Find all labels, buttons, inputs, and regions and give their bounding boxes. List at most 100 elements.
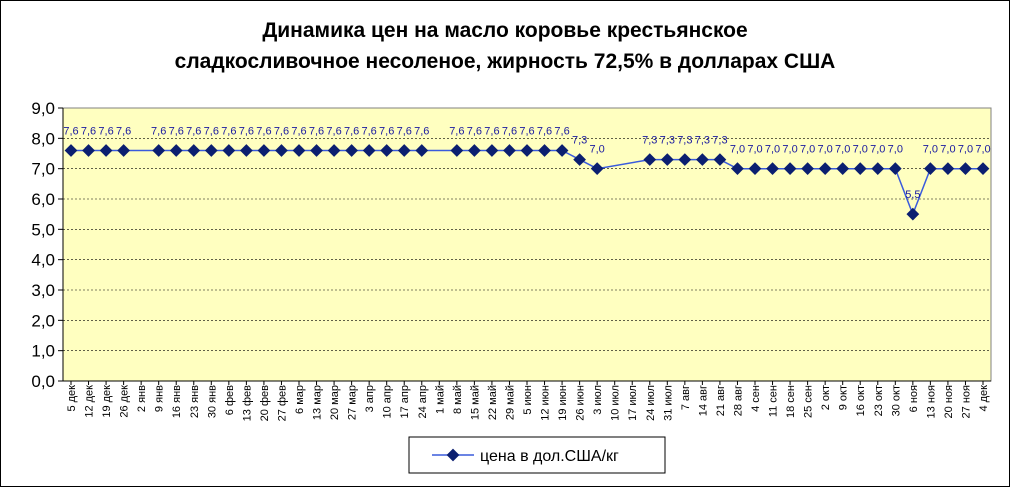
data-label: 7,6: [204, 125, 219, 137]
x-tick-label: 2 янв: [136, 385, 148, 412]
x-tick-label: 5 июн: [522, 385, 534, 415]
data-label: 7,0: [870, 144, 885, 156]
data-point: [240, 144, 253, 157]
data-label: 7,6: [186, 125, 201, 137]
data-label: 7,6: [537, 125, 552, 137]
x-tick-label: 16 окт: [855, 385, 867, 416]
x-tick-label: 20 ноя: [943, 385, 955, 418]
data-label: 7,6: [362, 125, 377, 137]
data-label: 7,0: [782, 144, 797, 156]
data-label: 7,6: [116, 125, 131, 137]
x-tick-label: 6 ноя: [908, 385, 920, 412]
data-point: [327, 144, 341, 157]
data-label: 7,6: [554, 125, 569, 137]
x-tick-label: 10 июл: [610, 385, 622, 421]
data-label: 7,0: [765, 144, 780, 156]
x-tick-label: 17 июл: [627, 385, 639, 421]
y-tick-label: 7,0: [31, 160, 55, 179]
x-tick-label: 3 июл: [592, 385, 604, 415]
data-label: 7,6: [344, 125, 359, 137]
data-label: 7,3: [660, 135, 675, 147]
x-tick-label: 16 янв: [171, 385, 183, 418]
x-tick-label: 26 июн: [575, 385, 587, 421]
data-label: 7,3: [642, 135, 657, 147]
data-point: [204, 144, 218, 157]
x-tick-label: 23 окт: [873, 385, 885, 416]
data-point: [187, 144, 201, 157]
x-tick-label: 24 июл: [645, 385, 657, 421]
data-label: 7,0: [958, 144, 973, 156]
data-label: 7,3: [695, 135, 710, 147]
x-tick-label: 6 фев: [224, 385, 236, 415]
data-label: 5,5: [905, 189, 920, 201]
data-label: 7,6: [467, 125, 482, 137]
legend: цена в дол.США/кг: [408, 436, 666, 474]
data-label: 7,6: [484, 125, 499, 137]
x-tick-label: 1 май: [434, 385, 446, 414]
data-label: 7,6: [274, 125, 289, 137]
data-label: 7,3: [572, 135, 587, 147]
y-tick-label: 1,0: [31, 342, 55, 361]
data-label: 7,0: [835, 144, 850, 156]
data-label: 7,6: [221, 125, 236, 137]
data-label: 7,6: [326, 125, 341, 137]
y-tick-label: 8,0: [31, 129, 55, 148]
x-tick-label: 27 мар: [347, 385, 359, 420]
x-tick-label: 23 янв: [189, 385, 201, 418]
data-label: 7,0: [940, 144, 955, 156]
x-tick-label: 13 фев: [241, 385, 253, 421]
data-label: 7,6: [449, 125, 464, 137]
data-point: [292, 144, 306, 157]
x-tick-label: 17 апр: [399, 385, 411, 418]
x-tick-label: 30 окт: [890, 385, 902, 416]
y-tick-label: 3,0: [31, 281, 55, 300]
data-point: [415, 144, 429, 157]
y-tick-label: 6,0: [31, 190, 55, 209]
x-tick-label: 21 авг: [715, 385, 727, 416]
data-label: 7,0: [747, 144, 762, 156]
x-tick-label: 14 авг: [697, 385, 709, 416]
data-label: 7,6: [256, 125, 271, 137]
y-tick-label: 0,0: [31, 372, 55, 391]
data-label: 7,6: [81, 125, 96, 137]
data-point: [275, 144, 288, 157]
x-tick-label: 30 янв: [206, 385, 218, 418]
x-tick-label: 13 ноя: [925, 385, 937, 418]
x-tick-label: 10 апр: [382, 385, 394, 418]
chart-title-line-2: сладкосливочное несоленое, жирность 72,5…: [175, 50, 836, 73]
x-axis: 5 дек 12 дек 19 дек 26 дек 2 янв 9 янв 16 янв 2…: [63, 380, 991, 421]
y-tick-label: 4,0: [31, 251, 55, 270]
data-label: 7,6: [379, 125, 394, 137]
x-tick-label: 15 май: [469, 385, 481, 420]
data-label: 7,3: [677, 135, 692, 147]
data-point: [485, 144, 499, 157]
data-label: 7,6: [519, 125, 534, 137]
x-tick-label: 7 авг: [680, 385, 692, 410]
data-label: 7,6: [151, 125, 166, 137]
x-tick-label: 4 сен: [750, 385, 762, 412]
x-tick-label: 13 мар: [312, 385, 324, 420]
data-label: 7,6: [169, 125, 184, 137]
x-tick-label: 26 дек: [119, 385, 131, 418]
x-tick-label: 5 дек: [66, 385, 78, 412]
data-point: [310, 144, 323, 157]
legend-marker: [446, 448, 460, 462]
chart-title-line-1: Динамика цен на масло коровье крестьянск…: [262, 19, 747, 42]
data-point: [257, 144, 271, 157]
y-axis: 0,0 1,0 2,0 3,0 4,0 5,0 6,0 7,0 8,0 9,0: [31, 99, 64, 391]
data-label: 7,6: [397, 125, 412, 137]
legend-entry: цена в дол.США/кг: [480, 448, 619, 465]
data-labels: 7,6 7,6 7,6 7,6 7,6 7,6 7,6 7,6 7,6 7,6 7,6 7,6 7,6 7…: [63, 125, 990, 201]
data-point: [152, 144, 166, 157]
x-tick-label: 29 май: [504, 385, 516, 420]
data-label: 7,6: [502, 125, 517, 137]
x-tick-label: 27 фев: [276, 385, 288, 421]
data-label: 7,0: [853, 144, 868, 156]
data-label: 7,0: [975, 144, 990, 156]
x-tick-label: 19 дек: [101, 385, 113, 418]
data-point: [64, 144, 78, 157]
x-tick-label: 12 дек: [84, 385, 96, 418]
data-point: [222, 144, 236, 157]
data-point: [99, 144, 113, 157]
